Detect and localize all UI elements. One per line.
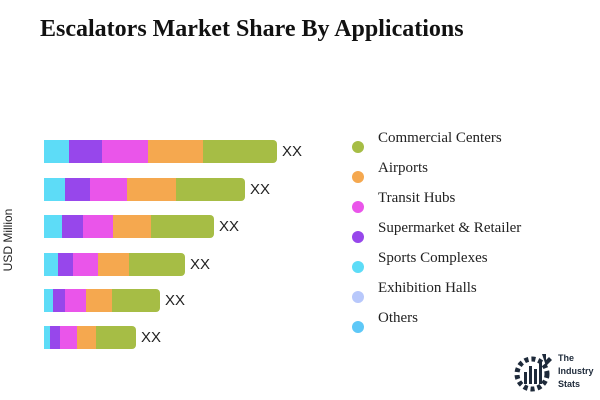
bar-segment — [148, 140, 203, 163]
bar-segment — [102, 140, 148, 163]
bar-value-label: XX — [282, 143, 303, 160]
legend-label: Others — [378, 310, 418, 326]
bar-segment — [65, 178, 90, 201]
bar-segment — [44, 178, 65, 201]
legend-dot-icon — [352, 201, 364, 213]
bar-segment — [44, 253, 58, 276]
bar-segment — [60, 326, 77, 349]
bar-segment — [98, 253, 129, 276]
bar-segment — [90, 178, 127, 201]
bar-value-label: XX — [250, 181, 271, 198]
bar-value-label: XX — [141, 329, 162, 346]
bar-segment — [69, 140, 102, 163]
bar-segment — [44, 289, 53, 312]
chart-title: Escalators Market Share By Applications — [40, 16, 464, 42]
bar-segment — [50, 326, 60, 349]
stacked-bar — [44, 140, 277, 163]
bar-segment — [96, 326, 136, 349]
bar-segment — [58, 253, 73, 276]
legend-label: Sports Complexes — [378, 250, 488, 266]
bar-segment — [151, 215, 214, 238]
bar-segment — [73, 253, 98, 276]
gear-chart-icon — [514, 354, 552, 392]
stacked-bar — [44, 253, 185, 276]
bar-segment — [113, 215, 151, 238]
stacked-bar — [44, 326, 136, 349]
legend-label: Transit Hubs — [378, 190, 456, 206]
legend-dot-icon — [352, 171, 364, 183]
stacked-bar — [44, 215, 214, 238]
legend-label: Exhibition Halls — [378, 280, 477, 296]
legend-dot-icon — [352, 261, 364, 273]
bar-segment — [53, 289, 65, 312]
bar-value-label: XX — [165, 292, 186, 309]
bar-segment — [203, 140, 277, 163]
legend-label: Commercial Centers — [378, 130, 502, 146]
logo-text: The Industry Stats — [558, 353, 594, 389]
bar-segment — [44, 326, 50, 349]
legend-label: Airports — [378, 160, 428, 176]
bar-segment — [62, 215, 83, 238]
bar-value-label: XX — [190, 256, 211, 273]
stacked-bar — [44, 178, 245, 201]
legend-dot-icon — [352, 141, 364, 153]
bar-segment — [77, 326, 96, 349]
legend-dot-icon — [352, 321, 364, 333]
bar-segment — [176, 178, 245, 201]
legend-dot-icon — [352, 231, 364, 243]
legend-label: Supermarket & Retailer — [378, 220, 522, 236]
bar-value-label: XX — [219, 218, 240, 235]
bar-segment — [129, 253, 185, 276]
legend-dot-icon — [352, 291, 364, 303]
bar-segment — [65, 289, 86, 312]
bar-segment — [44, 215, 62, 238]
bar-segment — [112, 289, 160, 312]
bar-segment — [44, 140, 69, 163]
bar-segment — [83, 215, 113, 238]
logo: The Industry Stats — [512, 350, 598, 394]
stacked-bar — [44, 289, 160, 312]
bar-segment — [127, 178, 176, 201]
bar-segment — [86, 289, 112, 312]
